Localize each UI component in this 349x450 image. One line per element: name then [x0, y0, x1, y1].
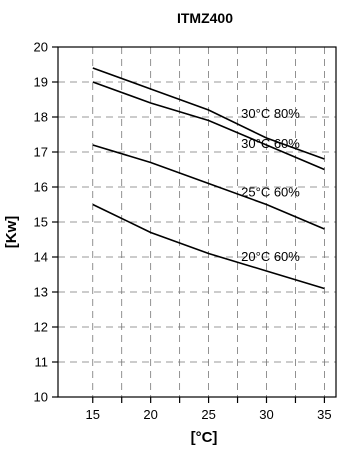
series-lines [92, 67, 325, 290]
x-axis-label: [°C] [191, 429, 218, 446]
series-line [92, 81, 325, 171]
y-tick-label: 11 [35, 355, 49, 370]
x-tick-label: 25 [201, 407, 215, 422]
chart-title: ITMZ400 [177, 10, 233, 26]
y-tick-label: 18 [34, 110, 48, 125]
series-label: 25°C 60% [241, 185, 300, 200]
y-axis-label: [Kw] [3, 216, 20, 249]
y-tick-label: 16 [34, 180, 48, 195]
grid [58, 47, 336, 397]
series-line [92, 67, 325, 160]
axis-ticks: 10 11 12 13 14 15 16 17 18 19 20 15 20 25 30 35 [34, 40, 332, 423]
series-line [92, 144, 325, 230]
x-tick-label: 20 [143, 407, 157, 422]
x-tick-label: 30 [259, 407, 273, 422]
series-label: 30°C 60% [241, 136, 300, 151]
y-tick-label: 19 [34, 75, 48, 90]
y-tick-label: 10 [34, 390, 48, 405]
series-labels: 30°C 80% 30°C 60% 25°C 60% 20°C 60% [241, 106, 300, 264]
x-tick-label: 35 [317, 407, 331, 422]
y-tick-label: 17 [34, 145, 48, 160]
y-tick-label: 15 [34, 215, 48, 230]
y-tick-label: 12 [34, 320, 48, 335]
y-tick-label: 20 [34, 40, 48, 55]
x-tick-label: 15 [86, 407, 100, 422]
series-label: 30°C 80% [241, 106, 300, 121]
y-tick-label: 14 [34, 250, 48, 265]
series-line [92, 203, 325, 290]
series-label: 20°C 60% [241, 249, 300, 264]
y-tick-label: 13 [34, 285, 48, 300]
